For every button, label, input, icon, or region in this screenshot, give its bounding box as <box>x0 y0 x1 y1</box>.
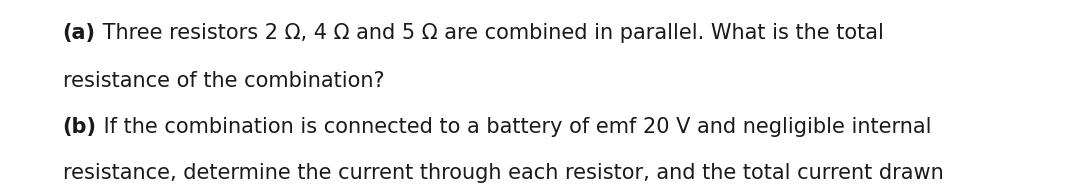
Text: resistance, determine the current through each resistor, and the total current d: resistance, determine the current throug… <box>63 163 944 183</box>
Text: resistance of the combination?: resistance of the combination? <box>63 71 384 91</box>
Text: (a): (a) <box>63 23 96 43</box>
Text: If the combination is connected to a battery of emf 20 V and negligible internal: If the combination is connected to a bat… <box>96 117 931 137</box>
Text: (b): (b) <box>63 117 96 137</box>
Text: Three resistors 2 Ω, 4 Ω and 5 Ω are combined in parallel. What is the total: Three resistors 2 Ω, 4 Ω and 5 Ω are com… <box>96 23 883 43</box>
